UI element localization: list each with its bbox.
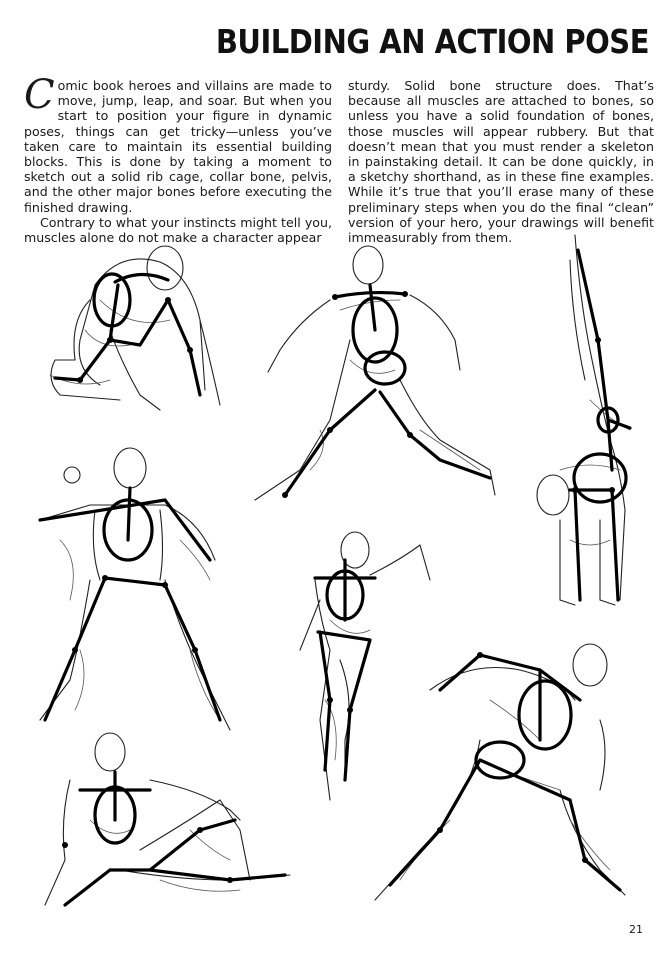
page-number: 21 bbox=[629, 923, 643, 936]
paragraph-2: Contrary to what your instincts might te… bbox=[24, 214, 332, 246]
reclining-figure-illustration bbox=[44, 732, 291, 907]
text-column-right: sturdy. Solid bone structure does. That’… bbox=[348, 78, 654, 245]
throwing-figure-illustration bbox=[38, 447, 231, 731]
running-figure-large-illustration bbox=[374, 643, 626, 901]
paragraph-1-text: omic book heroes and villains are made t… bbox=[24, 78, 332, 215]
crouching-figure-illustration bbox=[49, 245, 221, 411]
handstand-figure-illustration bbox=[536, 234, 632, 606]
running-figure-small-illustration bbox=[299, 531, 431, 801]
paragraph-3: sturdy. Solid bone structure does. That’… bbox=[348, 78, 654, 246]
drop-cap: C bbox=[24, 72, 55, 118]
page-title: BUILDING AN ACTION POSE bbox=[215, 22, 650, 62]
leaping-figure-illustration bbox=[254, 245, 496, 501]
